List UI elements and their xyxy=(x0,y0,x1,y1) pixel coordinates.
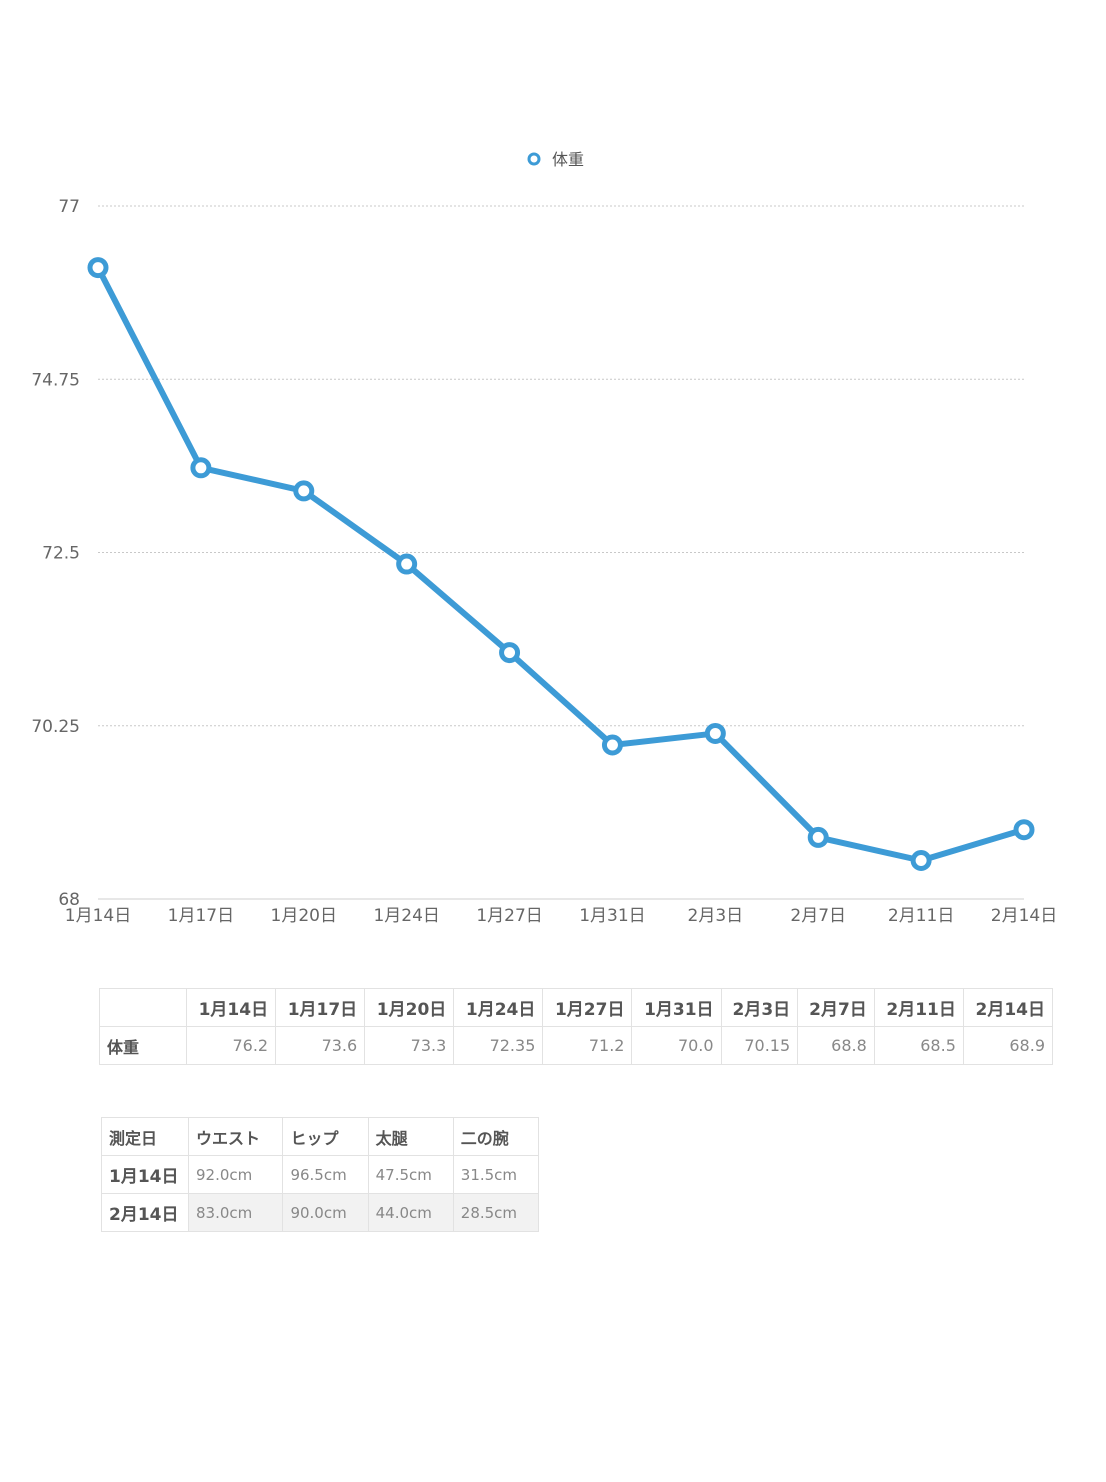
table-corner-cell xyxy=(99,988,187,1027)
table-cell: 73.3 xyxy=(364,1026,455,1065)
series-line xyxy=(95,264,1027,864)
table-header-row: 測定日 ウエスト ヒップ 太腿 二の腕 xyxy=(101,1117,540,1156)
col-header: 1月27日 xyxy=(542,988,633,1027)
table-cell: 70.15 xyxy=(720,1026,799,1065)
table-row: 2月14日 83.0cm 90.0cm 44.0cm 28.5cm xyxy=(101,1193,540,1232)
x-tick-label: 1月24日 xyxy=(373,906,439,926)
table-cell: 68.5 xyxy=(873,1026,964,1065)
y-tick-label: 68 xyxy=(58,890,80,910)
body-measurement-table: 測定日 ウエスト ヒップ 太腿 二の腕 1月14日 92.0cm 96.5cm … xyxy=(101,1117,540,1232)
table-cell: 90.0cm xyxy=(282,1193,369,1232)
chart-legend[interactable]: 体重 xyxy=(527,150,584,169)
y-tick-label: 77 xyxy=(58,197,80,217)
table-cell: 31.5cm xyxy=(452,1155,540,1194)
data-point[interactable] xyxy=(807,826,829,848)
col-header: 2月7日 xyxy=(797,988,875,1027)
chart-grid xyxy=(98,205,1024,900)
data-point[interactable] xyxy=(910,850,932,871)
table-cell: 47.5cm xyxy=(367,1155,454,1194)
y-axis: 77 74.75 72.5 70.25 68 xyxy=(31,197,80,910)
table-cell: 83.0cm xyxy=(187,1193,284,1232)
table-cell: 72.35 xyxy=(453,1026,544,1065)
weight-line-chart: 体重 77 74.75 72.5 70.25 68 1月14日 1月17日 1月20日 1月2… xyxy=(31,150,1057,926)
col-header: 1月17日 xyxy=(275,988,366,1027)
col-header-upper-arm: 二の腕 xyxy=(452,1117,540,1156)
y-tick-label: 72.5 xyxy=(42,544,80,564)
legend-marker-icon xyxy=(527,152,541,166)
x-tick-label: 1月14日 xyxy=(65,906,131,926)
col-header-hip: ヒップ xyxy=(282,1117,369,1156)
x-tick-label: 1月31日 xyxy=(579,906,645,926)
series-weight xyxy=(87,257,1035,871)
col-header: 2月11日 xyxy=(873,988,964,1027)
y-tick-label: 70.25 xyxy=(31,717,80,737)
x-tick-label: 2月11日 xyxy=(888,906,954,926)
col-header-date: 測定日 xyxy=(101,1117,189,1156)
table-cell: 44.0cm xyxy=(367,1193,454,1232)
x-tick-label: 1月27日 xyxy=(476,906,542,926)
table-cell: 96.5cm xyxy=(282,1155,369,1194)
x-tick-label: 2月3日 xyxy=(688,906,744,926)
data-point[interactable] xyxy=(499,642,521,664)
table-cell: 76.2 xyxy=(185,1026,277,1065)
row-date: 2月14日 xyxy=(101,1193,189,1232)
table-cell: 71.2 xyxy=(542,1026,633,1065)
col-header-thigh: 太腿 xyxy=(367,1117,454,1156)
col-header: 1月14日 xyxy=(185,988,277,1027)
table-cell: 28.5cm xyxy=(452,1193,540,1232)
col-header: 1月31日 xyxy=(631,988,722,1027)
col-header: 2月14日 xyxy=(962,988,1054,1027)
x-tick-label: 1月20日 xyxy=(271,906,337,926)
data-point[interactable] xyxy=(704,722,726,744)
weight-data-table: 1月14日 1月17日 1月20日 1月24日 1月27日 1月31日 2月3日… xyxy=(99,988,1054,1065)
x-axis: 1月14日 1月17日 1月20日 1月24日 1月27日 1月31日 2月3日 2月7日 2月… xyxy=(65,906,1057,926)
y-tick-label: 74.75 xyxy=(31,370,80,390)
data-point[interactable] xyxy=(601,734,623,756)
data-point[interactable] xyxy=(87,257,109,279)
x-tick-label: 2月14日 xyxy=(991,906,1057,926)
x-tick-label: 2月7日 xyxy=(790,906,846,926)
table-header-row: 1月14日 1月17日 1月20日 1月24日 1月27日 1月31日 2月3日… xyxy=(99,988,1054,1027)
data-point[interactable] xyxy=(190,457,212,479)
table-cell: 70.0 xyxy=(631,1026,722,1065)
table-row: 1月14日 92.0cm 96.5cm 47.5cm 31.5cm xyxy=(101,1155,540,1194)
col-header: 1月24日 xyxy=(453,988,544,1027)
col-header: 1月20日 xyxy=(364,988,455,1027)
x-tick-label: 1月17日 xyxy=(168,906,234,926)
table-cell: 68.8 xyxy=(797,1026,875,1065)
legend-label: 体重 xyxy=(552,150,584,169)
row-date: 1月14日 xyxy=(101,1155,189,1194)
data-point[interactable] xyxy=(396,553,418,575)
row-label: 体重 xyxy=(99,1026,187,1065)
table-cell: 92.0cm xyxy=(187,1155,284,1194)
col-header-waist: ウエスト xyxy=(187,1117,284,1156)
table-row: 体重 76.2 73.6 73.3 72.35 71.2 70.0 70.15 … xyxy=(99,1026,1054,1065)
data-point[interactable] xyxy=(293,480,315,502)
data-point[interactable] xyxy=(1013,819,1035,841)
table-cell: 73.6 xyxy=(275,1026,366,1065)
col-header: 2月3日 xyxy=(720,988,799,1027)
table-cell: 68.9 xyxy=(962,1026,1054,1065)
